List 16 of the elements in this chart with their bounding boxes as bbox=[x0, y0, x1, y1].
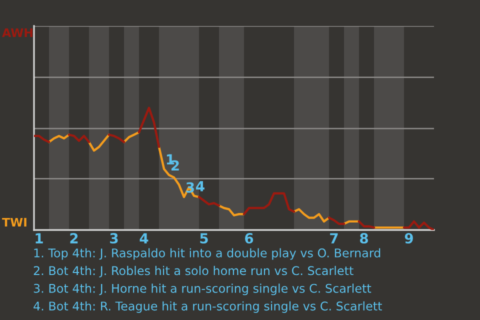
text: 4. Bot 4th: R. Teague hit a run-scoring single vs C. Scarlett bbox=[34, 301, 382, 313]
text: AWH bbox=[2, 28, 32, 37]
x-tick-label: 1 bbox=[36, 233, 43, 244]
x-tick-label: 5 bbox=[200, 233, 208, 244]
x-tick-label: 9 bbox=[404, 233, 413, 244]
x-tick-label: 8 bbox=[360, 233, 368, 244]
x-tick-label: 3 bbox=[110, 233, 118, 244]
x-tick-label: 2 bbox=[70, 233, 78, 244]
text: 2. Bot 4th: J. Robles hit a solo home run vs C. Scarlett bbox=[34, 266, 354, 278]
text: 3. Bot 4th: J. Horne hit a run-scoring single vs C. Scarlett bbox=[34, 284, 372, 296]
text: TWI bbox=[2, 218, 26, 227]
text: 1. Top 4th: J. Raspaldo hit into a double play vs O. Bernard bbox=[34, 248, 380, 260]
x-tick-label: 7 bbox=[330, 233, 338, 244]
x-tick-label: 4 bbox=[140, 233, 148, 244]
x-tick-label: 6 bbox=[245, 233, 254, 244]
annotation: 4 bbox=[196, 181, 204, 192]
